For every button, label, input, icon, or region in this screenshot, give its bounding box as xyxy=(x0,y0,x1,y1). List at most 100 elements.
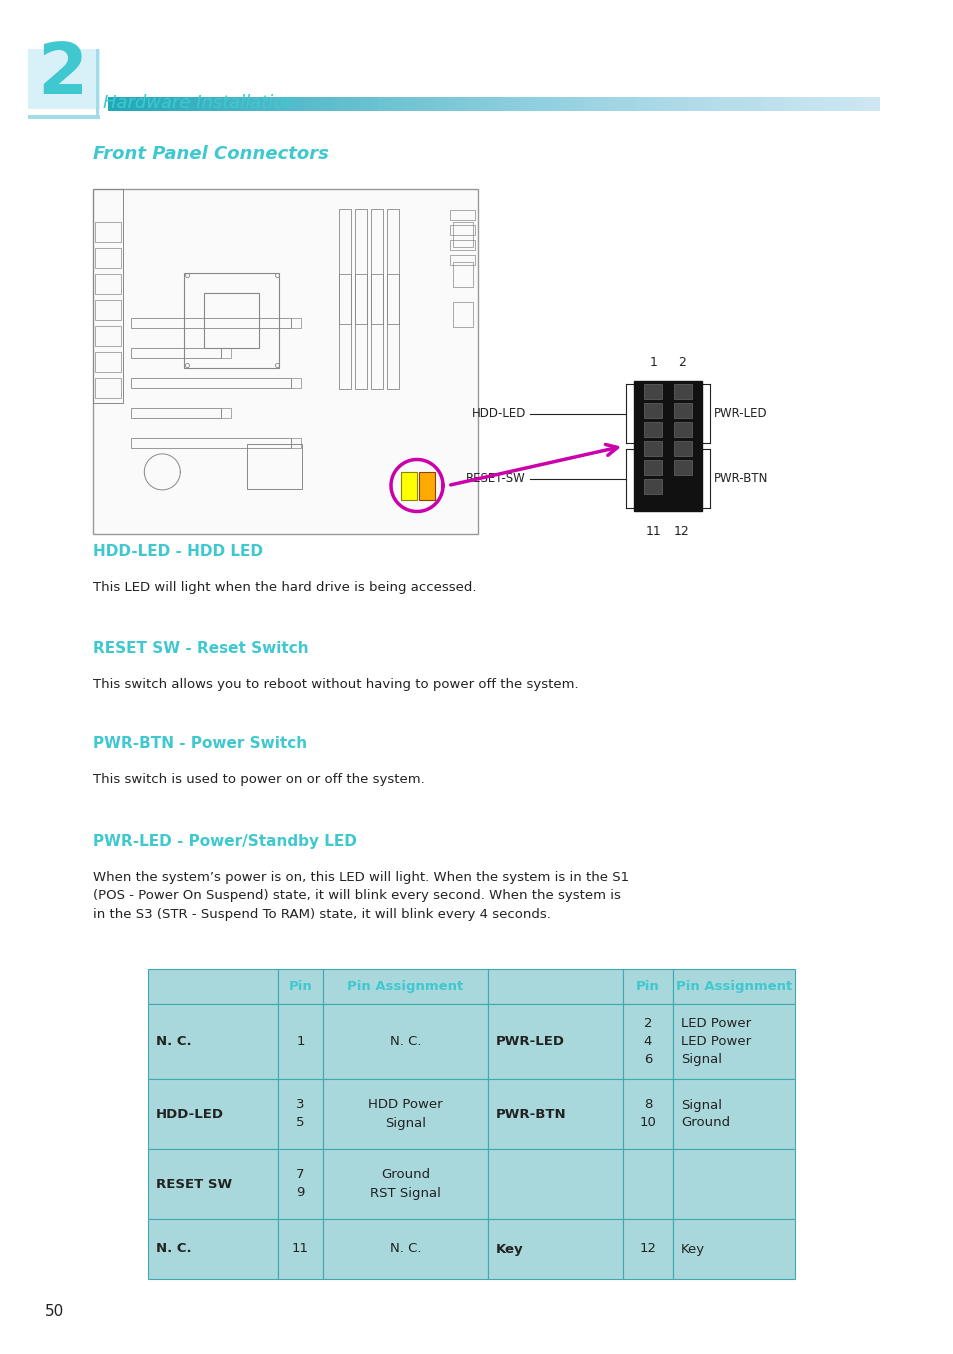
Text: Pin: Pin xyxy=(289,980,312,992)
Bar xyxy=(121,97,127,111)
Bar xyxy=(95,274,121,294)
Bar xyxy=(667,97,674,111)
Bar xyxy=(159,97,166,111)
Bar xyxy=(643,479,661,494)
Bar xyxy=(673,441,691,456)
Bar xyxy=(132,437,292,448)
Bar xyxy=(532,97,538,111)
Bar xyxy=(571,97,577,111)
Bar xyxy=(255,97,262,111)
Bar xyxy=(339,209,351,324)
Bar xyxy=(127,97,133,111)
Bar xyxy=(292,378,301,387)
Bar xyxy=(416,97,423,111)
Bar xyxy=(450,225,475,234)
Bar xyxy=(95,326,121,345)
Text: Pin: Pin xyxy=(636,980,659,992)
Bar xyxy=(455,97,461,111)
Bar xyxy=(148,969,277,1005)
Bar xyxy=(635,97,641,111)
Bar xyxy=(397,97,403,111)
Bar xyxy=(403,97,410,111)
Text: 1: 1 xyxy=(649,356,658,370)
Text: 8
10: 8 10 xyxy=(639,1098,656,1129)
Text: PWR-BTN: PWR-BTN xyxy=(713,473,767,485)
Bar xyxy=(166,97,172,111)
Bar xyxy=(323,1150,488,1219)
Bar xyxy=(468,97,475,111)
Text: 7
9: 7 9 xyxy=(296,1169,304,1200)
Bar xyxy=(95,222,121,242)
Bar xyxy=(744,97,751,111)
Text: 50: 50 xyxy=(45,1304,64,1320)
Text: HDD Power
Signal: HDD Power Signal xyxy=(368,1098,442,1129)
Bar xyxy=(28,49,100,110)
Bar xyxy=(643,422,661,437)
Bar xyxy=(204,97,211,111)
Bar xyxy=(513,97,519,111)
Text: 1: 1 xyxy=(296,1034,304,1048)
Text: 11: 11 xyxy=(645,525,661,538)
Text: 12: 12 xyxy=(639,1243,656,1255)
Bar xyxy=(506,97,513,111)
Bar xyxy=(643,385,661,399)
Bar xyxy=(643,441,661,456)
Bar xyxy=(247,444,302,489)
Bar xyxy=(488,1219,622,1280)
Text: RESET SW - Reset Switch: RESET SW - Reset Switch xyxy=(92,640,309,655)
Text: 12: 12 xyxy=(674,525,689,538)
Text: 2: 2 xyxy=(678,356,685,370)
Bar xyxy=(449,97,455,111)
Bar xyxy=(262,97,269,111)
Text: This switch allows you to reboot without having to power off the system.: This switch allows you to reboot without… xyxy=(92,678,578,691)
Bar xyxy=(236,97,243,111)
Bar xyxy=(95,299,121,320)
Bar xyxy=(488,1005,622,1079)
Bar xyxy=(564,97,571,111)
Bar xyxy=(622,1150,672,1219)
Bar xyxy=(834,97,841,111)
Bar xyxy=(423,97,429,111)
Bar xyxy=(738,97,744,111)
Bar xyxy=(294,97,301,111)
Bar xyxy=(731,97,738,111)
Bar xyxy=(132,318,292,328)
Bar xyxy=(622,969,672,1005)
Bar xyxy=(355,209,367,324)
Bar xyxy=(725,97,731,111)
Bar xyxy=(545,97,552,111)
Bar xyxy=(777,97,782,111)
Bar xyxy=(453,302,473,328)
Bar xyxy=(622,1219,672,1280)
Text: PWR-LED: PWR-LED xyxy=(496,1034,564,1048)
Bar xyxy=(323,1005,488,1079)
Text: HDD-LED - HDD LED: HDD-LED - HDD LED xyxy=(92,544,263,559)
Bar xyxy=(132,408,221,418)
Bar xyxy=(140,97,147,111)
Text: Ground
RST Signal: Ground RST Signal xyxy=(370,1169,440,1200)
Bar xyxy=(712,97,719,111)
Bar xyxy=(558,97,564,111)
Bar xyxy=(488,1150,622,1219)
Bar xyxy=(442,97,449,111)
Bar xyxy=(108,97,114,111)
Text: LED Power
LED Power
Signal: LED Power LED Power Signal xyxy=(680,1017,750,1066)
Bar xyxy=(132,378,292,387)
Bar xyxy=(292,318,301,328)
Bar xyxy=(802,97,808,111)
Bar xyxy=(450,240,475,250)
Bar xyxy=(323,1219,488,1280)
Bar xyxy=(95,352,121,372)
Bar xyxy=(307,97,314,111)
Text: RESET SW: RESET SW xyxy=(156,1178,232,1190)
Bar xyxy=(198,97,204,111)
Text: Key: Key xyxy=(496,1243,523,1255)
Text: PWR-LED - Power/Standby LED: PWR-LED - Power/Standby LED xyxy=(92,834,356,849)
Bar xyxy=(672,969,794,1005)
Bar xyxy=(204,292,259,348)
Text: N. C.: N. C. xyxy=(156,1034,192,1048)
Bar xyxy=(622,97,628,111)
Bar xyxy=(693,97,700,111)
Text: PWR-BTN - Power Switch: PWR-BTN - Power Switch xyxy=(92,737,307,751)
Bar xyxy=(488,1079,622,1150)
